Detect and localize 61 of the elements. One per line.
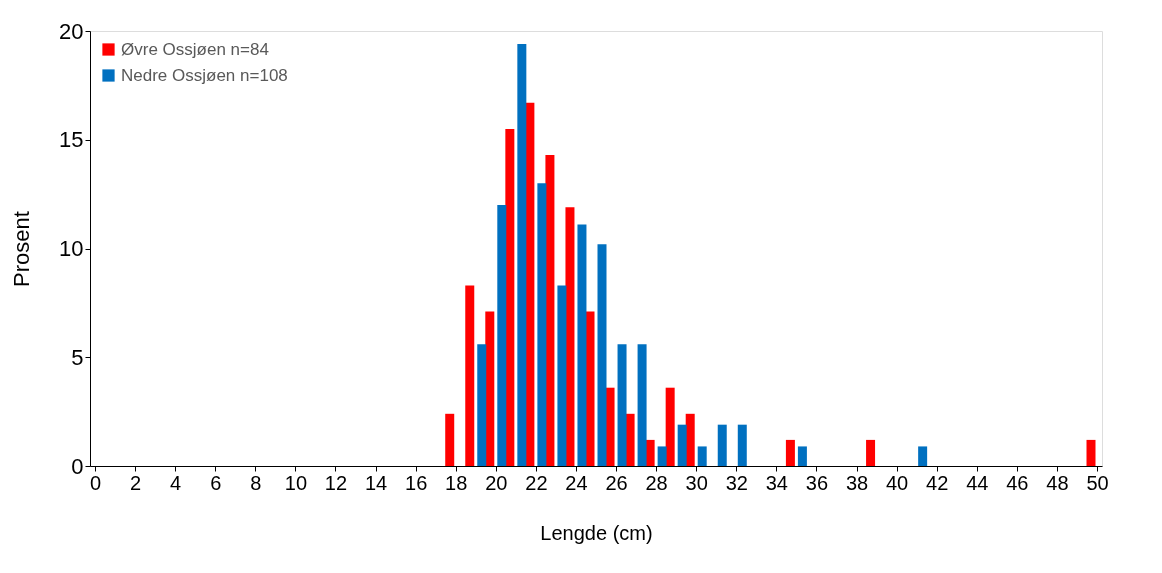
bar <box>677 424 687 466</box>
bar <box>617 344 627 466</box>
legend-label: Øvre Ossjøen n=84 <box>121 39 269 59</box>
x-tick-label: 38 <box>845 471 869 494</box>
x-tick-label: 12 <box>324 471 348 494</box>
x-tick-label: 20 <box>485 471 508 494</box>
bar <box>717 424 727 466</box>
bar <box>665 387 675 466</box>
x-tick-label: 18 <box>445 471 468 494</box>
x-tick-label: 6 <box>210 471 222 494</box>
bar <box>485 311 495 466</box>
x-tick-label: 24 <box>565 471 588 494</box>
x-axis-title: Lengde (cm) <box>540 521 653 544</box>
bar <box>497 205 507 466</box>
bar <box>445 413 455 466</box>
bar <box>477 344 487 466</box>
bar <box>866 439 876 466</box>
y-axis-title: Prosent <box>9 211 35 287</box>
bar <box>585 311 595 466</box>
x-tick-label: 22 <box>525 471 548 494</box>
bar <box>918 446 928 466</box>
bar <box>465 285 475 466</box>
x-tick-label: 4 <box>170 471 182 494</box>
y-tick-label: 5 <box>71 344 84 370</box>
bar <box>797 446 807 466</box>
x-tick-label: 28 <box>645 471 668 494</box>
x-tick-label: 48 <box>1046 471 1069 494</box>
x-tick-label: 2 <box>130 471 142 494</box>
bar <box>517 44 527 466</box>
bar <box>557 285 567 466</box>
legend-label: Nedre Ossjøen n=108 <box>121 65 288 85</box>
y-tick-label: 10 <box>59 236 84 261</box>
x-tick-label: 16 <box>405 471 428 494</box>
bar <box>637 344 647 466</box>
bar <box>537 183 547 466</box>
x-tick-label: 8 <box>250 471 262 494</box>
y-tick-label: 15 <box>59 127 84 153</box>
x-tick-label: 42 <box>926 471 949 494</box>
bar <box>597 244 607 466</box>
bar <box>577 224 587 466</box>
x-tick-label: 26 <box>605 471 628 494</box>
x-tick-label: 10 <box>284 471 308 494</box>
x-tick-label: 36 <box>805 471 829 494</box>
x-tick-label: 30 <box>685 471 708 494</box>
y-tick-label: 20 <box>59 18 84 44</box>
x-tick-label: 14 <box>364 471 388 494</box>
x-tick-label: 32 <box>725 471 748 494</box>
bar <box>505 128 515 466</box>
bar <box>685 413 695 466</box>
bar <box>737 424 747 466</box>
x-tick-label: 44 <box>966 471 989 494</box>
x-tick-label: 40 <box>885 471 909 494</box>
x-tick-label: 0 <box>89 471 102 494</box>
bar <box>1086 439 1096 466</box>
x-tick-label: 50 <box>1086 471 1109 494</box>
x-tick-label: 34 <box>765 471 788 494</box>
bar <box>785 439 795 466</box>
bar <box>697 446 707 466</box>
bar <box>657 446 667 466</box>
bar <box>565 207 575 466</box>
x-tick-label: 46 <box>1006 471 1029 494</box>
